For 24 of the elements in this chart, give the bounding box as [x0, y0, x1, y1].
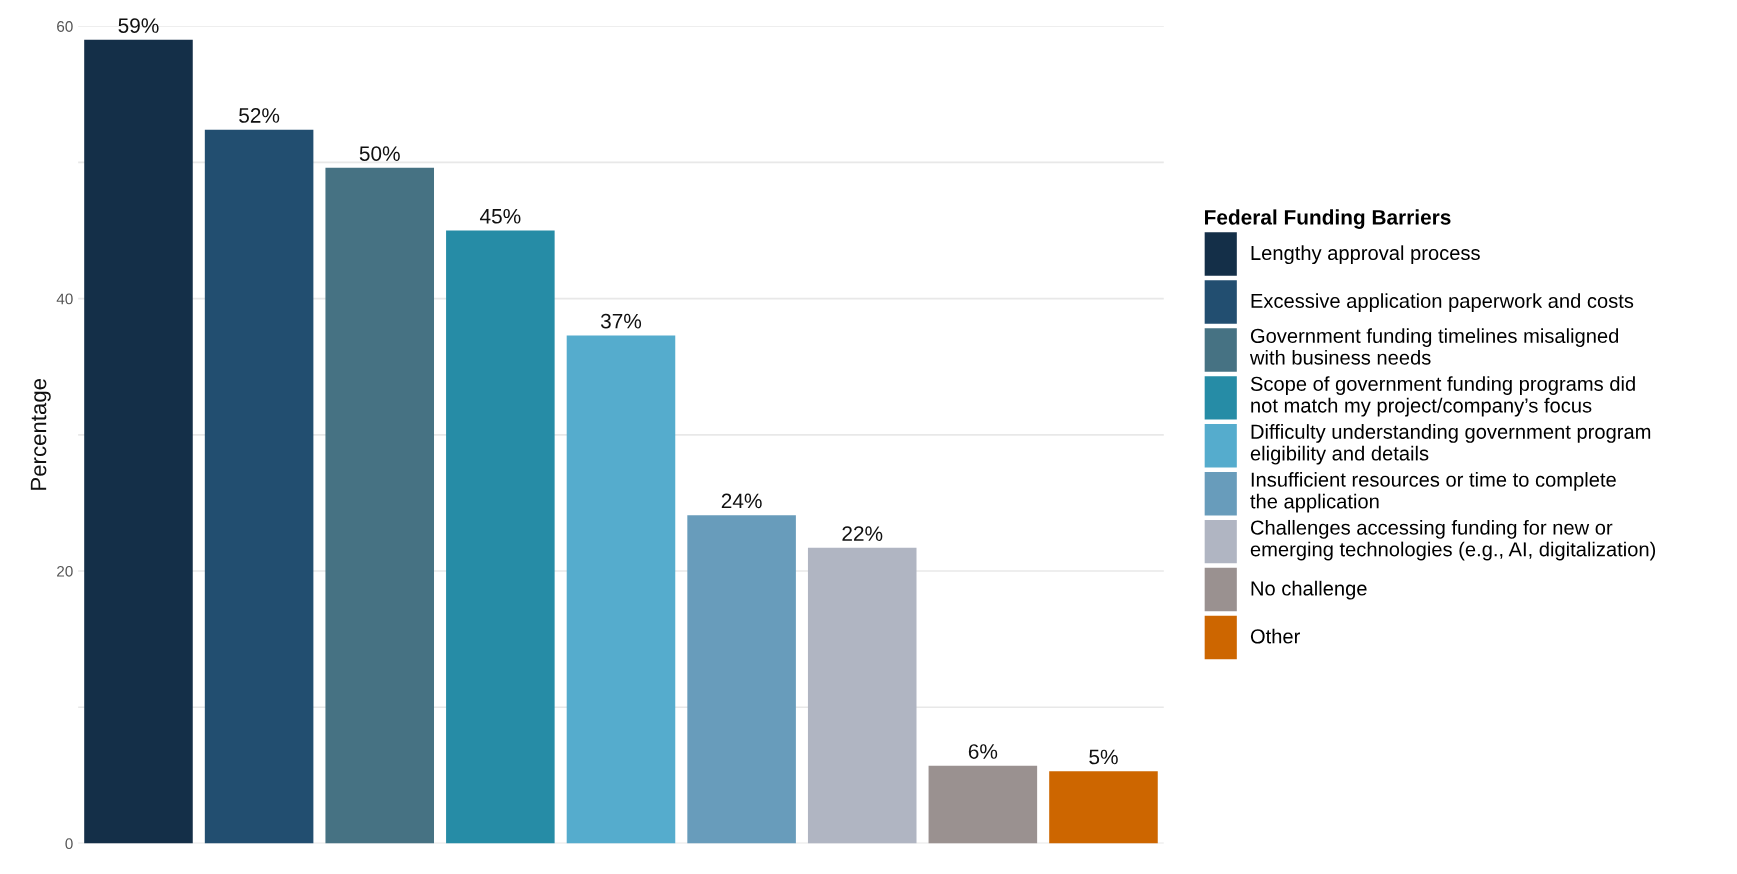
legend-label: Excessive application paperwork and costs [1251, 293, 1634, 313]
legend-label: Scope of government funding programs did not match my project/company’s focus [1250, 376, 1635, 417]
legend-title: Federal Funding Barriers [1205, 209, 1451, 229]
data-label: 59% [118, 18, 159, 33]
y-axis-title: Percentage [30, 378, 51, 490]
legend-label: Government funding timelines misaligned with business needs [1249, 328, 1619, 365]
data-label: 5% [1089, 749, 1118, 765]
data-label: 52% [239, 108, 280, 123]
legend-label: Challenges accessing funding for new or emerging technologies (e.g., AI, digitalization) [1250, 519, 1656, 561]
legend-label: Insufficient resources or time to complete the application [1250, 472, 1616, 513]
y-tick-label: 0 [65, 838, 73, 850]
data-label: 6% [968, 744, 998, 759]
legend-label: No challenge [1251, 580, 1367, 600]
legend-label: Lengthy approval process [1251, 245, 1480, 265]
data-label: 37% [600, 313, 642, 329]
data-label: 50% [359, 146, 400, 161]
y-tick-label: 20 [57, 565, 73, 577]
legend-label: Other [1250, 628, 1300, 644]
data-label: 22% [842, 526, 883, 541]
data-label: 24% [721, 493, 762, 509]
y-tick-label: 60 [57, 21, 73, 32]
data-label: 45% [479, 208, 521, 224]
y-tick-label: 40 [56, 293, 73, 305]
legend-label: Difficulty understanding government program eligibility and details [1250, 424, 1651, 465]
